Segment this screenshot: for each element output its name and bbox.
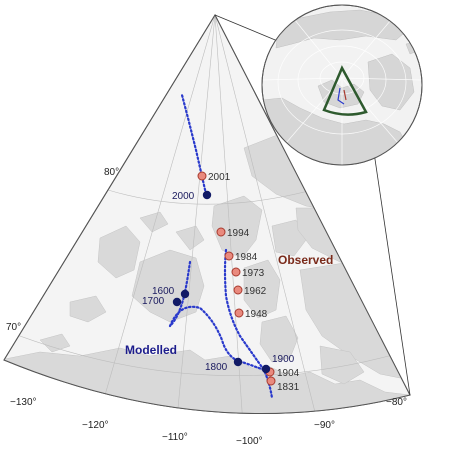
globe-meridian [341,77,422,81]
observed-point-1994 [216,227,226,237]
meridian-m90 [214,15,323,414]
lon-label-m100: −100° [236,436,263,447]
globe-meridian [341,13,397,79]
modelled-year-label: 1800 [205,362,228,373]
lon-label-m90: −90° [314,420,335,431]
parallel-70 [4,329,410,377]
globe-meridian [289,13,343,79]
boothia-peninsula [259,315,299,363]
globe-meridian [262,77,343,81]
observed-series-label: Observed [278,253,333,267]
observed-point-1831 [266,376,276,386]
globe-sector-observed [343,89,347,101]
observed-year-labels: 2001 1994 1984 1973 1962 1948 1904 1831 [208,172,300,393]
graticule-labels: 80° 70° −130° −120° −110° −100° −90° −80… [6,167,407,447]
modelled-year-label: 1600 [152,286,175,297]
modelled-point-1900 [261,364,271,374]
observed-year-label: 1973 [242,268,265,279]
observed-point-1962 [233,285,243,295]
inset-connector-bottom [367,111,411,396]
central-islands [211,195,263,259]
modelled-year-labels: 2000 1600 1700 1800 1900 [142,191,295,373]
globe-sector-frame [322,65,368,116]
graticule [4,15,410,414]
modelled-trail-recent [223,248,266,372]
globe-meridian [341,77,405,151]
lon-label-m80: −80° [386,397,407,408]
observed-point-2001 [197,171,207,181]
modelled-trail [168,93,274,400]
meridian-m100 [214,15,245,414]
meridian-m110 [174,15,216,414]
modelled-year-label: 2000 [172,191,195,202]
globe-sector-trail [337,87,345,105]
small-island-b [39,333,71,353]
observed-point-1973 [231,267,241,277]
modelled-point-1600 [180,289,190,299]
modelled-point-1800 [233,357,243,367]
lon-label-m120: −120° [82,420,109,431]
observed-year-label: 1994 [227,228,250,239]
modelled-series-label: Modelled [125,343,177,357]
small-island-d [139,211,169,233]
modelled-year-label: 1900 [272,354,295,365]
observed-year-label: 1904 [277,368,300,379]
prince-of-wales-island [243,259,281,319]
lon-label-m110: −110° [162,432,188,443]
banks-island [97,225,141,279]
observed-point-1948 [234,308,244,318]
observed-year-label: 1984 [235,252,258,263]
modelled-trail-arc [168,305,238,362]
globe-greenland [367,53,415,111]
map-sector-outline [3,13,411,415]
somerset-island [271,219,307,257]
modelled-trail-upper [168,260,192,328]
small-island-a [69,295,107,323]
observed-point-1984 [224,251,234,261]
observed-year-label: 2001 [208,172,231,183]
small-island-c [175,225,205,251]
globe-outline [261,4,423,166]
modelled-point-1700 [172,297,182,307]
lat-label-80: 80° [104,167,119,178]
inset-globe [261,4,423,166]
lon-label-m130: −130° [10,397,37,408]
meridian-m120 [91,15,216,414]
observed-year-label: 1962 [244,286,267,297]
observed-year-label: 1831 [277,382,300,393]
modelled-year-label: 1700 [142,296,165,307]
modelled-point-2000 [202,190,212,200]
modelled-positions [172,190,271,374]
lat-label-70: 70° [6,322,21,333]
observed-year-label: 1948 [245,309,268,320]
victoria-island [131,249,205,323]
